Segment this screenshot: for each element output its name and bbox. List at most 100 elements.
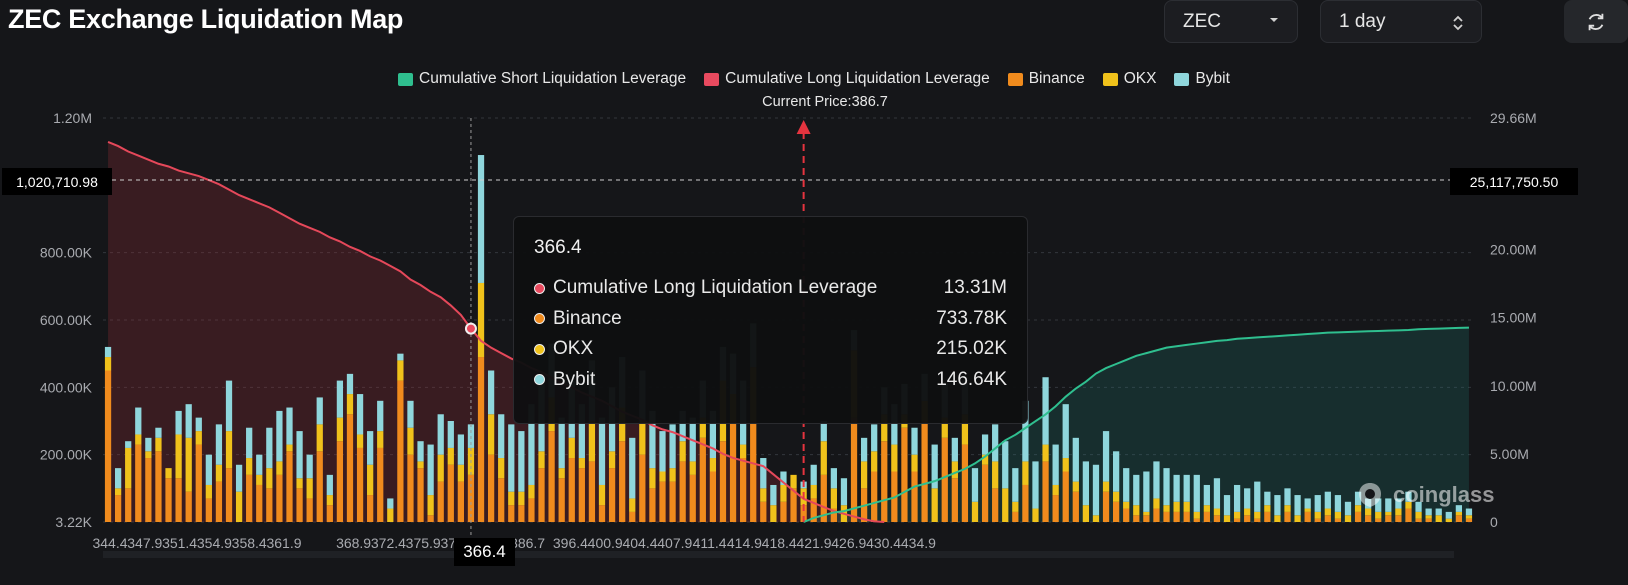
bar-okx: [367, 464, 374, 496]
page-title: ZEC Exchange Liquidation Map: [8, 4, 404, 34]
bar-binance: [820, 474, 827, 522]
bar-okx: [1062, 458, 1069, 472]
bar-bybit: [669, 424, 676, 469]
bar-bybit: [235, 464, 243, 492]
bar-binance: [1395, 515, 1402, 522]
bar-okx: [689, 461, 696, 475]
y-left-tick-label: 200.00K: [40, 447, 93, 463]
legend-item-long[interactable]: Cumulative Long Liquidation Leverage: [704, 70, 990, 88]
bar-bybit: [860, 437, 868, 462]
bar-binance: [417, 468, 424, 522]
bar-binance: [276, 474, 283, 522]
bar-okx: [659, 471, 666, 482]
y-left-tick-label: 1.20M: [53, 110, 92, 126]
legend-item-bybit[interactable]: Bybit: [1174, 70, 1230, 88]
bar-bybit: [1062, 404, 1069, 459]
bar-binance: [588, 461, 596, 522]
bar-bybit: [286, 407, 293, 445]
bar-binance: [1193, 518, 1200, 522]
bar-okx: [629, 498, 636, 512]
bar-okx: [165, 468, 172, 479]
bar-bybit: [356, 394, 364, 435]
bar-binance: [1233, 518, 1241, 522]
bar-binance: [125, 488, 132, 522]
bar-okx: [296, 478, 303, 489]
bar-okx: [427, 495, 434, 516]
bar-binance: [1062, 471, 1069, 522]
tooltip-row-okx: OKX 215.02K: [534, 334, 1007, 365]
bar-okx: [1002, 488, 1009, 522]
bar-bybit: [205, 454, 212, 485]
bar-okx: [1133, 505, 1140, 516]
bar-okx: [356, 434, 364, 448]
x-tick-label: 407.9: [657, 535, 692, 551]
bar-binance: [367, 495, 374, 522]
bar-okx: [1153, 498, 1160, 509]
bar-binance: [246, 474, 253, 522]
legend-item-short[interactable]: Cumulative Short Liquidation Leverage: [398, 70, 686, 88]
bar-bybit: [427, 444, 434, 496]
coin-select[interactable]: ZEC: [1164, 0, 1298, 43]
bar-bybit: [225, 380, 233, 432]
short-liquidation-area: [803, 327, 1469, 522]
bar-okx: [931, 488, 938, 522]
bar-binance: [306, 498, 313, 522]
bar-bybit: [1072, 437, 1079, 482]
x-scrollbar: [103, 551, 1454, 558]
bar-okx: [780, 484, 787, 502]
x-tick-label: 368.9: [336, 535, 371, 551]
bar-okx: [1254, 511, 1261, 519]
bar-okx: [1314, 511, 1321, 519]
bar-bybit: [377, 400, 384, 432]
bar-okx: [1223, 515, 1231, 522]
coinglass-logo-icon: [1359, 483, 1381, 507]
bar-bybit: [1092, 464, 1100, 516]
bar-bybit: [1153, 461, 1160, 499]
bar-okx: [619, 407, 626, 442]
bar-okx: [971, 501, 979, 522]
x-tick-label: 400.9: [588, 535, 623, 551]
bar-bybit: [770, 484, 777, 506]
bar-bybit: [760, 458, 767, 489]
bar-okx: [941, 417, 948, 438]
x-tick-label: 372.4: [371, 535, 406, 551]
tooltip-dot: [534, 282, 545, 294]
bar-okx: [266, 468, 273, 489]
bar-okx: [155, 437, 162, 452]
bar-okx: [346, 394, 354, 415]
crosshair-x-label: 366.4: [454, 538, 515, 566]
bar-binance: [518, 505, 525, 522]
bar-bybit: [1193, 474, 1200, 512]
period-select[interactable]: 1 day: [1320, 0, 1482, 43]
bar-okx: [699, 417, 706, 438]
refresh-icon: [1588, 13, 1604, 30]
bar-binance: [619, 441, 626, 522]
bar-okx: [1405, 501, 1412, 509]
refresh-button[interactable]: [1564, 0, 1628, 43]
bar-binance: [195, 444, 202, 522]
legend-swatch: [398, 72, 414, 86]
bar-okx: [256, 474, 263, 485]
bar-okx: [1203, 505, 1210, 512]
bar-binance: [437, 481, 444, 522]
x-tick-label: 396.4: [553, 535, 588, 551]
legend-item-okx[interactable]: OKX: [1102, 70, 1156, 88]
bar-binance: [508, 505, 515, 522]
bar-bybit: [367, 431, 374, 465]
bar-okx: [246, 458, 253, 475]
legend-item-binance[interactable]: Binance: [1007, 70, 1085, 88]
bar-binance: [1375, 518, 1382, 522]
x-tick-label: 354.9: [197, 535, 232, 551]
bar-okx: [377, 431, 384, 448]
bar-bybit: [215, 424, 223, 465]
bar-bybit: [891, 404, 898, 445]
bar-bybit: [125, 441, 132, 448]
bar-binance: [1314, 518, 1321, 522]
bar-binance: [266, 488, 273, 522]
bar-okx: [104, 357, 112, 371]
bar-bybit: [1274, 495, 1281, 516]
bar-okx: [1102, 481, 1110, 492]
bar-bybit: [457, 434, 464, 465]
bar-bybit: [528, 404, 535, 485]
bar-okx: [1213, 508, 1221, 516]
